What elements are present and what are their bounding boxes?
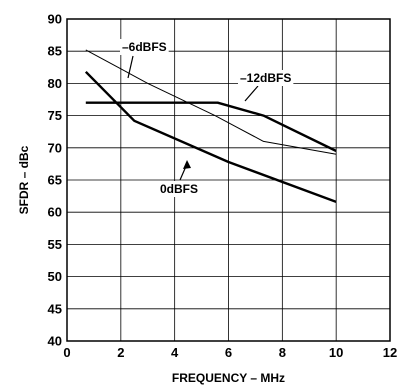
y-tick-label: 60 — [48, 205, 62, 220]
y-tick-label: 55 — [48, 237, 62, 252]
series-line-6dbfs — [85, 49, 337, 155]
y-tick-label: 75 — [48, 108, 62, 123]
y-tick-label: 45 — [48, 301, 62, 316]
y-tick-label: 70 — [48, 140, 62, 155]
series-label-bg-0dbfs — [158, 181, 201, 197]
x-tick-label: 4 — [171, 345, 179, 360]
series-line-0dbfs — [84, 70, 337, 204]
x-tick-label: 0 — [63, 345, 70, 360]
y-tick-label: 90 — [48, 12, 62, 27]
series-label-12dbfs: –12dBFS — [240, 71, 291, 85]
plot-frame — [66, 18, 391, 342]
y-tick-label: 65 — [48, 173, 62, 188]
x-tick-label: 6 — [225, 345, 232, 360]
series-label-bg-6dbfs — [120, 39, 169, 55]
x-tick-labels: 0 2 4 6 8 10 12 — [63, 345, 397, 360]
y-tick-label: 80 — [48, 76, 62, 91]
x-tick-label: 12 — [383, 345, 397, 360]
series-lines — [84, 49, 337, 204]
series-label-6dbfs: –6dBFS — [122, 40, 167, 54]
y-tick-label: 85 — [48, 44, 62, 59]
x-tick-label: 8 — [279, 345, 286, 360]
series-line-12dbfs — [85, 101, 337, 153]
x-axis-label: FREQUENCY – MHz — [172, 371, 285, 385]
series-label-bg-12dbfs — [238, 70, 294, 86]
arrowhead-0dbfs — [183, 160, 191, 169]
x-tick-label: 10 — [329, 345, 343, 360]
x-tick-label: 2 — [117, 345, 124, 360]
y-tick-label: 40 — [48, 334, 62, 349]
y-tick-label: 50 — [48, 269, 62, 284]
leader-6dbfs — [127, 55, 134, 79]
y-tick-labels: 40 45 50 55 60 65 70 75 80 85 90 — [48, 12, 62, 349]
grid — [67, 19, 390, 341]
leader-12dbfs — [244, 85, 259, 102]
series-label-0dbfs: 0dBFS — [160, 182, 198, 196]
y-axis-label: SFDR – dBc — [17, 145, 31, 214]
label-leaders — [127, 55, 259, 181]
